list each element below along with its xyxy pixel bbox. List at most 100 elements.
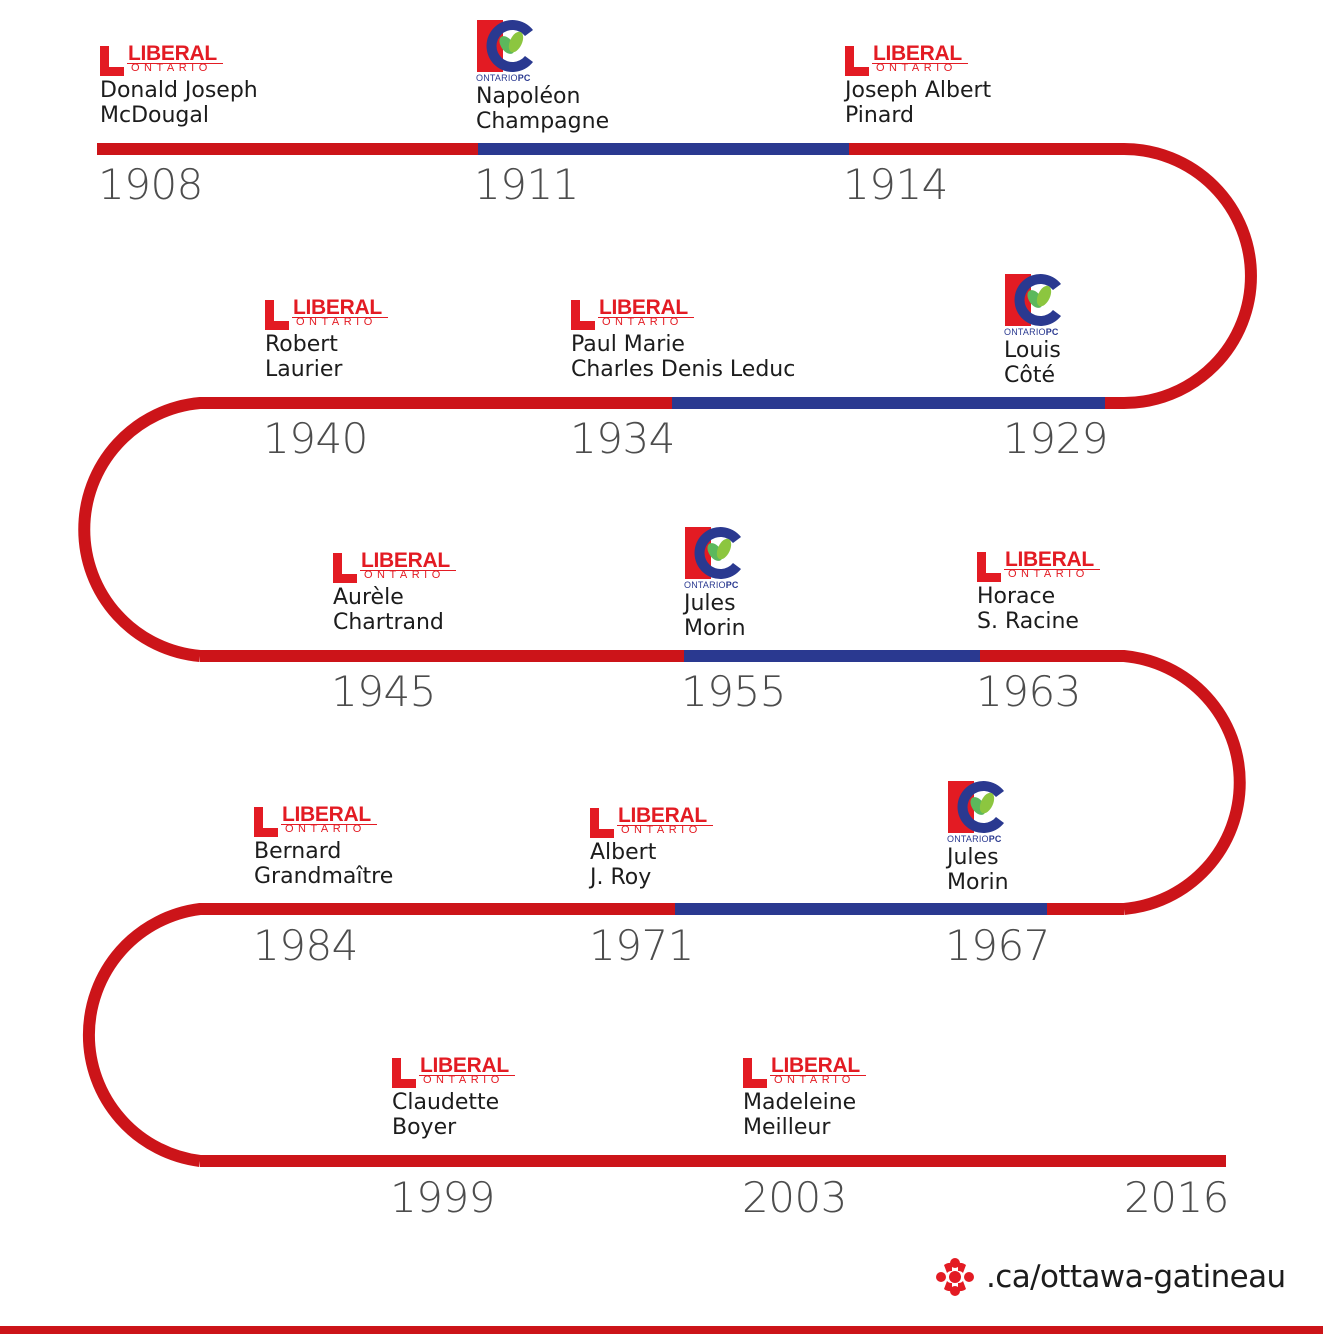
year-label: 1984 xyxy=(253,921,358,970)
liberal-l-icon xyxy=(265,300,289,330)
name-line: S. Racine xyxy=(977,609,1079,634)
pc-wordmark: ONTARIOPC xyxy=(476,73,531,83)
liberal-l-icon xyxy=(845,46,869,76)
timeline-entry: LIBERAL ONTARIO Albert J. Roy xyxy=(590,780,720,890)
liberal-ontario-logo: LIBERAL ONTARIO xyxy=(590,804,720,840)
name-line: Paul Marie xyxy=(571,332,685,357)
name-line: Chartrand xyxy=(333,610,444,635)
liberal-ontario-logo: LIBERAL ONTARIO xyxy=(100,42,230,78)
name-line: Champagne xyxy=(476,109,610,134)
year-label: 1967 xyxy=(945,921,1050,970)
liberal-wordmark: LIBERAL xyxy=(1005,548,1094,571)
pc-c-icon xyxy=(477,20,533,73)
liberal-subtitle: ONTARIO xyxy=(876,62,957,74)
timeline-entry: LIBERAL ONTARIO Paul Marie Charles Denis Le… xyxy=(571,272,795,382)
liberal-wordmark: LIBERAL xyxy=(128,42,217,65)
timeline-entry: LIBERAL ONTARIO Bernard Grandmaître xyxy=(254,779,393,889)
name-line: Madeleine xyxy=(743,1090,857,1115)
name-line: Louis xyxy=(1004,338,1061,363)
timeline-entry: LIBERAL ONTARIO Madeleine Meilleur xyxy=(743,1030,873,1140)
timeline-entry: LIBERAL ONTARIO Horace S. Racine xyxy=(977,524,1107,634)
name-line: Joseph Albert xyxy=(845,78,992,103)
name-line: Côté xyxy=(1004,363,1055,388)
liberal-ontario-logo: LIBERAL ONTARIO xyxy=(265,296,395,332)
track-segment xyxy=(82,903,675,1167)
name-line: Bernard xyxy=(254,839,342,864)
liberal-l-icon xyxy=(977,552,1001,582)
divider xyxy=(292,317,388,318)
end-year-label: 2016 xyxy=(1124,1173,1229,1222)
liberal-wordmark: LIBERAL xyxy=(420,1054,509,1077)
liberal-wordmark: LIBERAL xyxy=(361,549,450,572)
liberal-wordmark: LIBERAL xyxy=(293,296,382,319)
divider xyxy=(127,63,223,64)
pc-c-icon xyxy=(685,527,741,579)
ontario-pc-logo: ONTARIOPC xyxy=(1004,272,1068,338)
liberal-l-icon xyxy=(333,553,357,583)
year-label: 1971 xyxy=(589,921,694,970)
year-label: 1963 xyxy=(976,667,1081,716)
timeline-entry: LIBERAL ONTARIO Claudette Boyer xyxy=(392,1030,522,1140)
liberal-l-icon xyxy=(392,1058,416,1088)
liberal-ontario-logo: LIBERAL ONTARIO xyxy=(977,548,1107,584)
liberal-subtitle: ONTARIO xyxy=(423,1074,504,1086)
name-line: Donald Joseph xyxy=(100,78,258,103)
liberal-subtitle: ONTARIO xyxy=(285,823,366,835)
name-line: Meilleur xyxy=(743,1115,831,1140)
year-label: 1955 xyxy=(681,667,786,716)
track-segment xyxy=(980,650,1246,915)
timeline-entry: LIBERAL ONTARIO Donald Joseph McDougal xyxy=(100,18,258,128)
divider xyxy=(360,570,456,571)
name-line: Morin xyxy=(947,870,1009,895)
name-line: Aurèle xyxy=(333,585,404,610)
name-line: Charles Denis Leduc xyxy=(571,357,796,382)
pc-wordmark: ONTARIOPC xyxy=(684,580,739,590)
liberal-ontario-logo: LIBERAL ONTARIO xyxy=(743,1054,873,1090)
timeline-entry: ONTARIOPC Jules Morin xyxy=(684,525,748,641)
liberal-l-icon xyxy=(743,1058,767,1088)
timeline-entry: LIBERAL ONTARIO Aurèle Chartrand xyxy=(333,525,463,635)
year-label: 1999 xyxy=(390,1173,495,1222)
liberal-subtitle: ONTARIO xyxy=(364,569,445,581)
year-label: 1911 xyxy=(474,160,579,209)
year-label: 1940 xyxy=(263,414,368,463)
liberal-l-icon xyxy=(100,46,124,76)
year-label: 2003 xyxy=(742,1173,847,1222)
liberal-ontario-logo: LIBERAL ONTARIO xyxy=(254,804,384,839)
ontario-pc-logo: ONTARIOPC xyxy=(684,525,748,591)
divider xyxy=(1004,569,1100,570)
divider xyxy=(872,63,968,64)
name-line: Jules xyxy=(684,591,736,616)
liberal-wordmark: LIBERAL xyxy=(771,1054,860,1077)
liberal-l-icon xyxy=(254,807,278,837)
year-label: 1934 xyxy=(570,414,675,463)
divider xyxy=(281,824,377,825)
liberal-wordmark: LIBERAL xyxy=(873,42,962,65)
name-line: Claudette xyxy=(392,1090,500,1115)
divider xyxy=(770,1075,866,1076)
name-line: McDougal xyxy=(100,103,209,128)
name-line: Grandmaître xyxy=(254,864,394,889)
name-line: Pinard xyxy=(845,103,914,128)
timeline-entry: LIBERAL ONTARIO Joseph Albert Pinard xyxy=(845,18,991,128)
liberal-l-icon xyxy=(571,300,595,330)
name-line: Morin xyxy=(684,616,746,641)
footer-url[interactable]: .ca/ottawa-gatineau xyxy=(986,1259,1286,1295)
liberal-subtitle: ONTARIO xyxy=(621,824,702,836)
liberal-subtitle: ONTARIO xyxy=(774,1074,855,1086)
liberal-subtitle: ONTARIO xyxy=(131,62,212,74)
cbc-branding[interactable]: .ca/ottawa-gatineau xyxy=(930,1257,1323,1297)
liberal-subtitle: ONTARIO xyxy=(1008,568,1089,580)
timeline-entry: ONTARIOPC Napoléon Champagne xyxy=(476,18,609,134)
timeline-entry: ONTARIOPC Jules Morin xyxy=(947,779,1011,895)
year-label: 1908 xyxy=(98,160,203,209)
divider xyxy=(598,317,694,318)
timeline-entry: LIBERAL ONTARIO Robert Laurier xyxy=(265,272,395,382)
name-line: Albert xyxy=(590,840,657,865)
liberal-ontario-logo: LIBERAL ONTARIO xyxy=(571,297,701,332)
liberal-wordmark: LIBERAL xyxy=(618,804,707,827)
pc-wordmark: ONTARIOPC xyxy=(1004,327,1059,337)
liberal-subtitle: ONTARIO xyxy=(602,316,683,328)
